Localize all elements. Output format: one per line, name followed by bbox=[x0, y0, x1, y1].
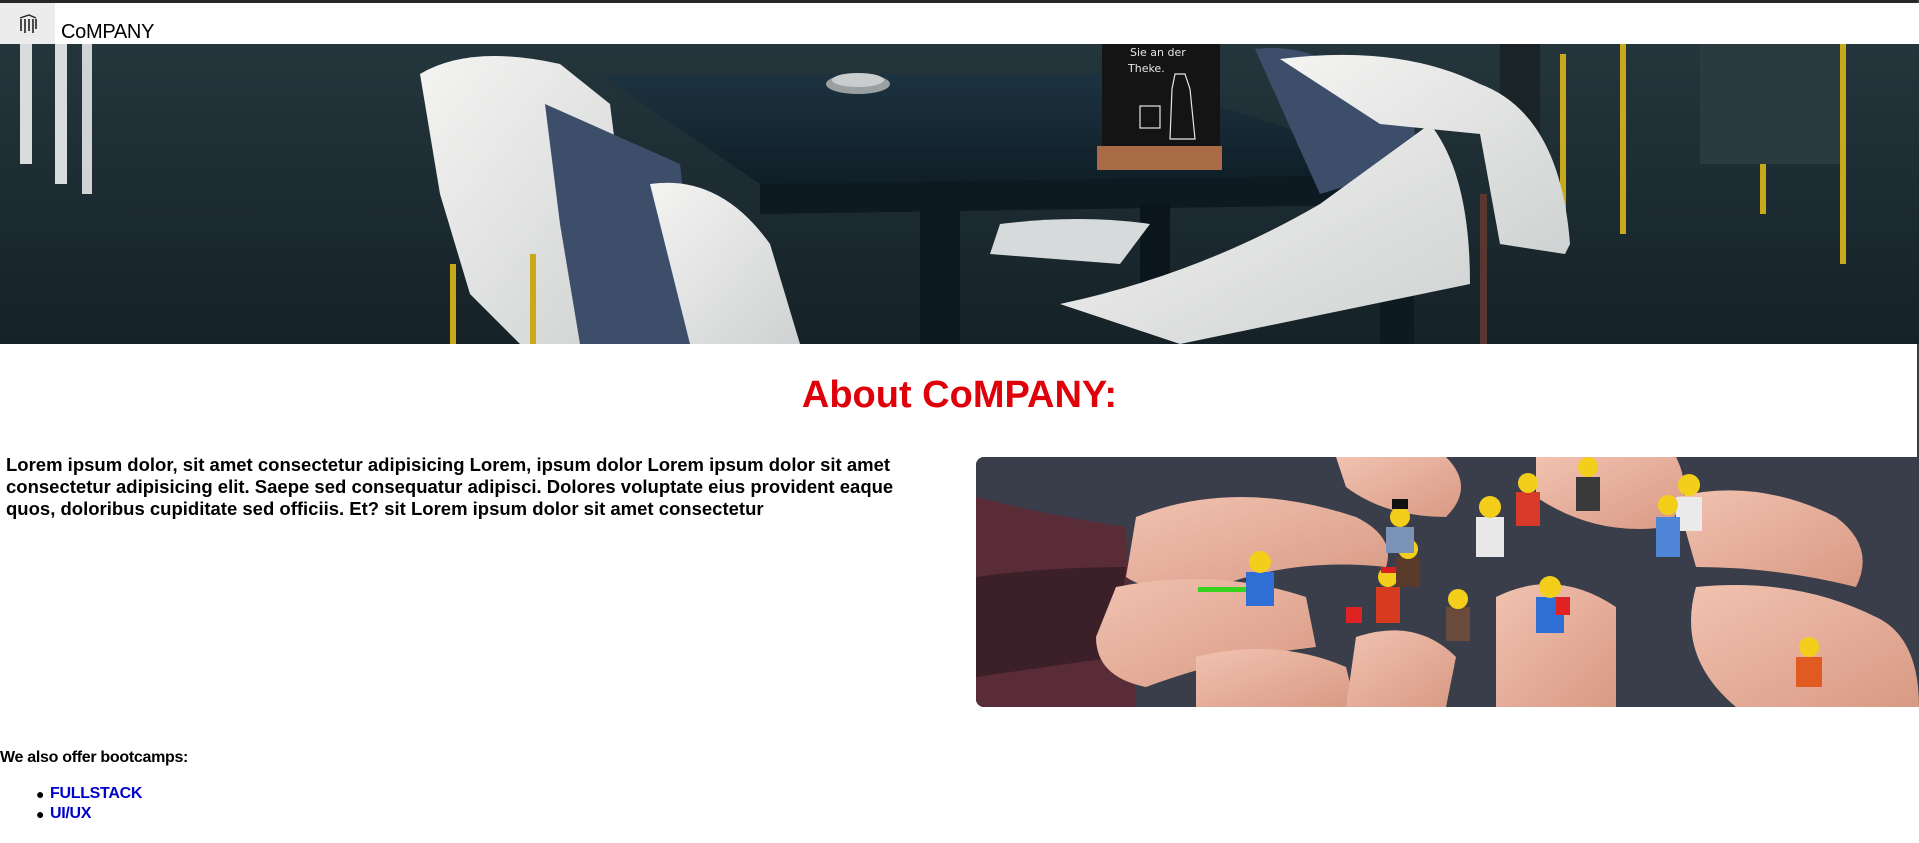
window-top-border bbox=[0, 0, 1919, 3]
building-columns-icon bbox=[19, 13, 37, 33]
bullet-icon: ● bbox=[36, 806, 45, 822]
bootcamps-list: ● FULLSTACK ● UI/UX bbox=[36, 784, 142, 824]
fullstack-link[interactable]: FULLSTACK bbox=[50, 785, 143, 802]
logo-button[interactable] bbox=[0, 3, 55, 44]
svg-text:Sie an der: Sie an der bbox=[1130, 46, 1186, 59]
hero-image: Sie an der Theke. bbox=[0, 44, 1919, 344]
svg-text:Theke.: Theke. bbox=[1127, 62, 1165, 75]
about-description: Lorem ipsum dolor, sit amet consectetur … bbox=[6, 454, 894, 519]
navbar: CoMPANY bbox=[0, 3, 1919, 44]
ui-ux-link[interactable]: UI/UX bbox=[50, 805, 92, 822]
brand-name[interactable]: CoMPANY bbox=[61, 21, 155, 43]
list-item: ● FULLSTACK bbox=[36, 784, 142, 804]
bullet-icon: ● bbox=[36, 786, 45, 802]
team-photo bbox=[976, 457, 1919, 707]
bootcamps-heading: We also offer bootcamps: bbox=[0, 749, 189, 766]
list-item: ● UI/UX bbox=[36, 804, 142, 824]
about-title: About CoMPANY: bbox=[801, 374, 1118, 416]
